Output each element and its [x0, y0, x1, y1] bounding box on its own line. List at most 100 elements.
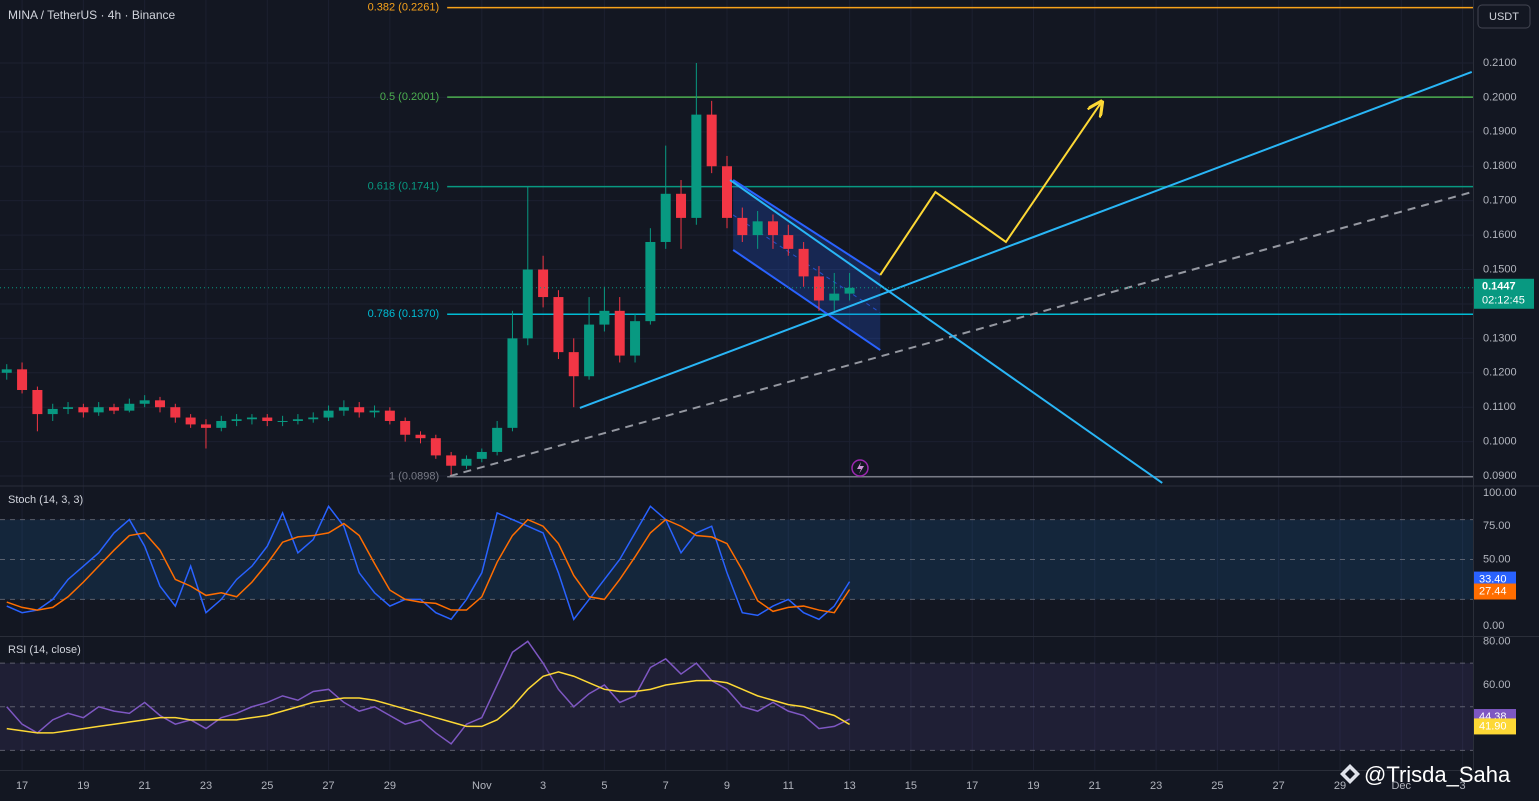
y-tick-label: 0.1300	[1483, 332, 1517, 344]
x-tick-label: 3	[1460, 780, 1466, 792]
candle-body	[400, 420, 411, 435]
candle-body	[691, 114, 702, 218]
candle-body	[645, 241, 656, 322]
candle-body	[109, 407, 120, 411]
y-tick-label: 0.1800	[1483, 160, 1517, 172]
value-tag	[1474, 583, 1516, 600]
x-tick-label: 7	[663, 780, 669, 792]
candle-body	[1, 369, 12, 373]
candle-body	[32, 389, 43, 415]
x-tick-label: 23	[1150, 780, 1162, 792]
candle-body	[844, 287, 855, 294]
candle-body	[752, 221, 763, 236]
alert-icon[interactable]	[851, 459, 869, 477]
candle-body	[522, 269, 533, 339]
candle-body	[568, 352, 579, 377]
trend-line	[449, 191, 1473, 478]
alert-circle[interactable]	[851, 459, 869, 477]
currency-button-box[interactable]	[1477, 4, 1531, 29]
y-tick-label: 0.1500	[1483, 263, 1517, 275]
candle-body	[676, 193, 687, 218]
indicator-line	[6, 518, 851, 614]
y-tick-label: 0.1600	[1483, 229, 1517, 241]
x-tick-label: 21	[139, 780, 151, 792]
candle-body	[292, 419, 303, 421]
x-tick-label: 17	[16, 780, 28, 792]
fib-label: 1 (0.0898)	[389, 471, 439, 483]
candle-body	[706, 114, 717, 167]
alert-bolt[interactable]	[857, 462, 864, 474]
candle-body	[660, 193, 671, 242]
x-tick-label: 25	[1211, 780, 1223, 792]
trend-line	[579, 71, 1473, 409]
candle-body	[308, 417, 319, 420]
candle-body	[93, 407, 104, 413]
watermark: @Trisda_Saha	[1340, 762, 1511, 787]
y-tick-label: 75.00	[1483, 520, 1511, 532]
x-tick-label: 9	[724, 780, 730, 792]
candle-body	[415, 434, 426, 439]
watermark-text: @Trisda_Saha	[1364, 762, 1511, 787]
x-tick-label: 3	[540, 780, 546, 792]
candle-body	[277, 420, 288, 422]
candle-body	[783, 235, 794, 249]
x-tick-label: 23	[200, 780, 212, 792]
y-tick-label: 0.1000	[1483, 436, 1517, 448]
candle-body	[17, 369, 28, 390]
x-tick-label: 5	[601, 780, 607, 792]
y-tick-label: 0.1700	[1483, 195, 1517, 207]
y-tick-label: 0.1200	[1483, 367, 1517, 379]
candle-body	[492, 427, 503, 452]
x-tick-label: Dec	[1391, 780, 1411, 792]
currency-button[interactable]: USDT	[1477, 4, 1531, 29]
candle-body	[630, 321, 641, 356]
candle-body	[384, 410, 395, 421]
candle-body	[63, 407, 74, 409]
candle-body	[216, 420, 227, 428]
x-tick-label: 25	[261, 780, 273, 792]
currency-label[interactable]: USDT	[1489, 11, 1519, 23]
countdown-label: 02:12:45	[1482, 295, 1525, 307]
trend-line	[729, 179, 1163, 484]
candle-body	[798, 248, 809, 277]
candle-body	[507, 338, 518, 428]
y-tick-label: 50.00	[1483, 553, 1511, 565]
x-tick-label: 19	[1027, 780, 1039, 792]
fib-label: 0.382 (0.2261)	[368, 1, 440, 13]
candle-body	[338, 407, 349, 411]
candle-body	[599, 310, 610, 325]
fib-label: 0.618 (0.1741)	[368, 180, 440, 192]
candle-body	[813, 276, 824, 301]
x-tick-label: 29	[1334, 780, 1346, 792]
trend-line	[879, 103, 1101, 276]
y-tick-label: 0.1900	[1483, 126, 1517, 138]
x-tick-label: 11	[783, 780, 794, 792]
x-tick-label: 13	[843, 780, 855, 792]
candle-body	[354, 407, 365, 413]
candle-body	[185, 417, 196, 425]
indicator-line	[6, 640, 850, 745]
fib-label: 0.5 (0.2001)	[380, 91, 439, 103]
symbol-title: MINA / TetherUS · 4h · Binance	[8, 8, 176, 22]
y-tick-label: 0.1100	[1483, 401, 1516, 413]
value-tag	[1474, 718, 1516, 735]
channel-lower	[732, 249, 881, 351]
x-tick-label: Nov	[472, 780, 492, 792]
candle-body	[553, 297, 564, 353]
indicator-line	[6, 504, 851, 621]
x-tick-label: 29	[384, 780, 396, 792]
x-tick-label: 19	[77, 780, 89, 792]
candle-body	[829, 293, 840, 301]
candle-body	[767, 221, 778, 236]
candle-body	[170, 407, 181, 418]
candle-body	[721, 166, 732, 218]
candle-body	[124, 403, 135, 411]
candle-body	[584, 324, 595, 377]
last-price-tag	[1474, 278, 1534, 309]
candle-body	[614, 310, 625, 356]
value-tag-label: 33.40	[1479, 573, 1507, 585]
fib-label: 0.786 (0.1370)	[368, 308, 440, 320]
y-tick-label: 80.00	[1483, 635, 1511, 647]
y-tick-label: 0.0900	[1483, 470, 1517, 482]
